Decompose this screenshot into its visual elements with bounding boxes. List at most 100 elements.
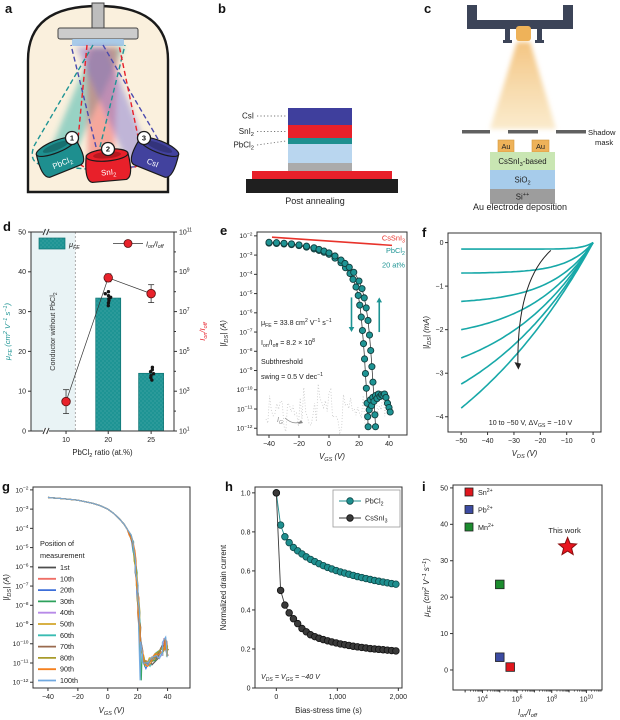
svg-text:CsI: CsI <box>242 112 254 121</box>
svg-text:−20: −20 <box>293 441 305 448</box>
svg-text:10−11: 10−11 <box>13 659 29 668</box>
output-curve <box>461 242 594 274</box>
svg-text:30th: 30th <box>60 597 74 606</box>
svg-text:0: 0 <box>22 428 26 435</box>
crucible-1: PbCl2 <box>35 136 85 178</box>
svg-text:CsSnI3: CsSnI3 <box>365 514 388 525</box>
panel-c: c Shadow mask Au Au CsSnI3-based SiO2 Si++ Au … <box>420 0 620 216</box>
svg-text:Au: Au <box>536 142 545 151</box>
deposition-chamber-diagram: PbCl2 SnI2 CsI 1 2 3 <box>26 2 180 194</box>
svg-text:IG: IG <box>277 417 283 426</box>
svg-text:40th: 40th <box>60 608 74 617</box>
svg-text:measurement: measurement <box>40 551 85 560</box>
svg-text:10−3: 10−3 <box>15 505 28 514</box>
mobility-bar-chart: Conductor without PbCl2 0 10 20 30 40 50 101 103… <box>3 228 209 459</box>
source-badge-1 <box>64 130 80 146</box>
svg-text:10−4: 10−4 <box>15 524 28 533</box>
panel-label-a: a <box>5 1 13 16</box>
svg-text:1st: 1st <box>60 563 70 572</box>
stress-series-pbcl2 <box>272 489 400 588</box>
svg-text:VGS (V): VGS (V) <box>319 452 345 463</box>
svg-text:105: 105 <box>179 347 190 356</box>
svg-text:Mn2+: Mn2+ <box>478 523 494 532</box>
svg-text:0.2: 0.2 <box>241 646 251 653</box>
svg-text:0: 0 <box>247 685 251 692</box>
svg-text:Ion/Ioff = 8.2 × 108: Ion/Ioff = 8.2 × 108 <box>261 338 315 349</box>
svg-text:10−2: 10−2 <box>239 232 252 241</box>
svg-text:Position of: Position of <box>40 539 75 548</box>
svg-text:0.8: 0.8 <box>241 529 251 536</box>
svg-text:SnI2: SnI2 <box>239 127 254 138</box>
svg-text:20: 20 <box>18 349 26 356</box>
vgs-sweep-arrow <box>517 250 552 367</box>
this-work-star <box>557 536 578 556</box>
crucible-3: CsI <box>130 136 180 178</box>
svg-text:70th: 70th <box>60 642 74 651</box>
panel-c-caption: Au electrode deposition <box>472 202 568 212</box>
shadow-mask-segment <box>556 130 586 134</box>
svg-text:10−9: 10−9 <box>15 620 28 629</box>
svg-text:10−6: 10−6 <box>239 308 252 317</box>
svg-text:SiO2: SiO2 <box>514 175 530 186</box>
mobility-bar <box>95 297 122 432</box>
svg-text:40: 40 <box>385 441 393 448</box>
panel-a: a PbCl2 SnI2 CsI 1 2 3 <box>0 0 210 214</box>
svg-text:Ion/Ioff: Ion/Ioff <box>198 322 209 341</box>
svg-text:10−5: 10−5 <box>15 543 28 552</box>
output-curve <box>461 242 594 331</box>
svg-text:Normalized drain current: Normalized drain current <box>219 544 228 630</box>
svg-text:10−8: 10−8 <box>239 347 252 356</box>
output-curve <box>460 242 594 359</box>
svg-text:50: 50 <box>440 485 448 492</box>
svg-text:30: 30 <box>440 558 448 565</box>
svg-text:−3: −3 <box>436 371 444 378</box>
svg-text:1: 1 <box>70 134 74 143</box>
svg-text:PbCl2 ratio (at.%): PbCl2 ratio (at.%) <box>72 448 133 459</box>
svg-text:CsSnI3: CsSnI3 <box>382 234 405 245</box>
benchmark-point <box>495 579 505 590</box>
svg-text:swing = 0.5 V dec−1: swing = 0.5 V dec−1 <box>261 372 323 381</box>
panel-label-g: g <box>2 479 10 494</box>
svg-text:−50: −50 <box>455 438 467 445</box>
output-curve <box>460 242 594 385</box>
svg-text:20 at%: 20 at% <box>382 261 405 270</box>
svg-text:50th: 50th <box>60 620 74 629</box>
svg-text:10−12: 10−12 <box>13 678 29 687</box>
svg-text:μFE = 33.8 cm2 V−1 s−1: μFE = 33.8 cm2 V−1 s−1 <box>261 318 332 329</box>
benchmark-point <box>495 652 505 662</box>
panel-label-d: d <box>3 219 11 234</box>
panel-d: d Conductor without PbCl2 0 10 20 30 40 50 101 1… <box>0 216 214 466</box>
svg-text:20: 20 <box>355 441 363 448</box>
svg-text:−4: −4 <box>436 414 444 421</box>
svg-text:Ion/Ioff: Ion/Ioff <box>518 708 538 719</box>
svg-text:CsSnI3-based: CsSnI3-based <box>498 157 546 168</box>
svg-text:10: 10 <box>440 631 448 638</box>
svg-text:1010: 1010 <box>580 695 594 704</box>
svg-text:10−3: 10−3 <box>239 251 252 260</box>
svg-text:PbCl2: PbCl2 <box>386 246 405 257</box>
svg-text:40: 40 <box>164 694 172 701</box>
panel-label-h: h <box>225 479 233 494</box>
svg-text:|IDS| (A): |IDS| (A) <box>2 574 13 601</box>
panel-label-e: e <box>220 223 228 238</box>
svg-text:40: 40 <box>18 269 26 276</box>
svg-text:CsI: CsI <box>145 157 159 170</box>
svg-text:10−9: 10−9 <box>239 366 252 375</box>
svg-text:−20: −20 <box>534 438 546 445</box>
bias-stress-chart: PbCl2 CsSnI3 0 1,000 2,000 0 0.2 0.4 0.6 0.8 1.0 VD… <box>219 486 407 715</box>
shadow-mask-segment <box>462 130 490 134</box>
svg-text:This work: This work <box>548 526 581 535</box>
svg-text:mask: mask <box>595 138 613 147</box>
svg-text:1011: 1011 <box>179 228 192 237</box>
svg-text:0: 0 <box>444 667 448 674</box>
svg-text:−40: −40 <box>42 694 54 701</box>
svg-text:104: 104 <box>477 695 488 704</box>
svg-text:40: 40 <box>440 522 448 529</box>
cssni3-reference-line <box>271 236 393 247</box>
svg-text:50: 50 <box>18 229 26 236</box>
svg-text:60th: 60th <box>60 631 74 640</box>
svg-text:SnI2: SnI2 <box>101 167 117 179</box>
svg-text:10−6: 10−6 <box>15 563 28 572</box>
